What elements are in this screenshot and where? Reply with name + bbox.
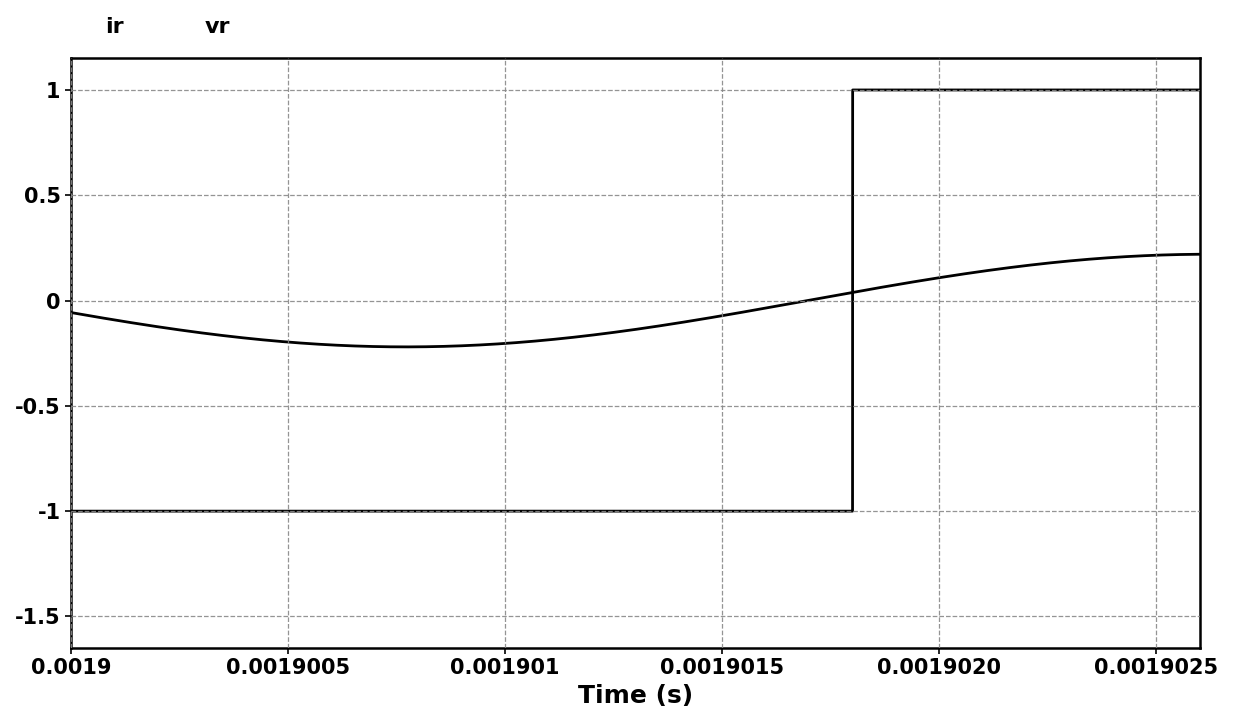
X-axis label: Time (s): Time (s) [578, 684, 693, 708]
Text: ir: ir [105, 17, 124, 37]
Text: vr: vr [205, 17, 231, 37]
